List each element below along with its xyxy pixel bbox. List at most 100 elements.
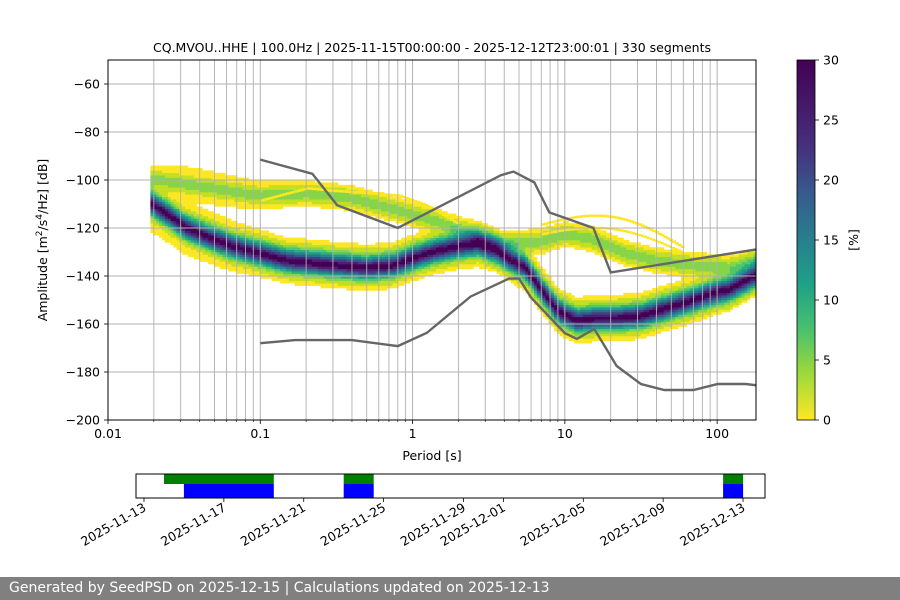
heatmap-cell [427, 254, 431, 258]
heatmap-cell [531, 261, 535, 265]
heatmap-cell [392, 244, 396, 248]
heatmap-cell [222, 240, 226, 243]
heatmap-cell [208, 228, 212, 231]
heatmap-cell [421, 230, 425, 234]
heatmap-cell [479, 247, 483, 250]
heatmap-cell [588, 307, 592, 310]
heatmap-cell [482, 223, 486, 226]
heatmap-cell [153, 172, 157, 176]
heatmap-cell [410, 261, 414, 265]
heatmap-cell [343, 278, 347, 282]
heatmap-cell [245, 201, 249, 205]
heatmap-cell [254, 201, 258, 205]
heatmap-cell [257, 196, 261, 200]
heatmap-cell [234, 252, 238, 255]
heatmap-cell [228, 256, 232, 260]
heatmap-cell [335, 266, 339, 270]
heatmap-cell [205, 177, 209, 181]
heatmap-cell [156, 184, 160, 188]
heatmap-cell [283, 254, 287, 258]
heatmap-cell [453, 261, 457, 265]
heatmap-cell [433, 254, 437, 258]
heatmap-cell [389, 283, 393, 286]
heatmap-cell [199, 189, 203, 193]
heatmap-cell [164, 192, 169, 195]
heatmap-cell [303, 268, 307, 272]
heatmap-cell [415, 244, 419, 248]
heatmap-cell [418, 247, 422, 250]
heatmap-cell [415, 232, 419, 236]
heatmap-cell [372, 208, 376, 212]
heatmap-cell [196, 189, 200, 193]
heatmap-cell [306, 184, 310, 188]
heatmap-cell [531, 276, 535, 279]
heatmap-cell [245, 259, 249, 262]
heatmap-cell [199, 213, 203, 217]
heatmap-cell [162, 220, 166, 224]
heatmap-cell [395, 285, 399, 289]
heatmap-cell [516, 285, 520, 289]
heatmap-cell [519, 283, 523, 286]
heatmap-cell [438, 228, 442, 231]
heatmap-cell [585, 321, 590, 325]
heatmap-cell [470, 220, 474, 224]
heatmap-cell [381, 252, 385, 255]
heatmap-cell [268, 276, 272, 279]
heatmap-cell [182, 235, 186, 238]
heatmap-cell [170, 211, 174, 214]
heatmap-cell [496, 264, 500, 267]
heatmap-cell [381, 273, 385, 277]
heatmap-cell [484, 223, 489, 226]
heatmap-cell [309, 196, 313, 200]
heatmap-cell [525, 240, 529, 243]
heatmap-cell [369, 206, 373, 210]
heatmap-cell [415, 220, 419, 224]
heatmap-cell [603, 324, 607, 327]
heatmap-cell [291, 194, 295, 198]
heatmap-cell [361, 261, 365, 265]
heatmap-cell [450, 216, 454, 219]
heatmap-cell [268, 240, 272, 243]
heatmap-cell [433, 244, 437, 248]
heatmap-cell [594, 319, 598, 322]
heatmap-cell [528, 230, 532, 234]
heatmap-cell [355, 264, 359, 267]
heatmap-cell [150, 201, 154, 205]
heatmap-cell [453, 244, 457, 248]
heatmap-cell [583, 326, 587, 330]
heatmap-cell [557, 237, 561, 241]
heatmap-cell [153, 184, 157, 188]
heatmap-cell [421, 273, 425, 277]
heatmap-cell [502, 232, 506, 236]
heatmap-cell [398, 254, 402, 258]
heatmap-cell [412, 244, 417, 248]
heatmap-cell [202, 189, 206, 193]
heatmap-cell [384, 201, 388, 205]
heatmap-cell [320, 206, 324, 210]
heatmap-cell [490, 256, 494, 260]
heatmap-cell [557, 247, 561, 250]
heatmap-cell [303, 237, 307, 241]
heatmap-cell [173, 177, 177, 181]
heatmap-cell [464, 225, 468, 229]
heatmap-cell [588, 249, 592, 253]
heatmap-cell [528, 240, 532, 243]
heatmap-cell [349, 261, 353, 265]
heatmap-cell [335, 182, 339, 186]
heatmap-cell [202, 230, 206, 234]
heatmap-cell [424, 259, 428, 262]
heatmap-cell [588, 309, 592, 313]
heatmap-cell [257, 228, 261, 231]
heatmap-cell [366, 247, 370, 250]
heatmap-cell [167, 204, 171, 207]
heatmap-cell [407, 268, 411, 272]
heatmap-cell [441, 254, 445, 258]
heatmap-cell [159, 170, 163, 174]
heatmap-cell [363, 285, 367, 289]
heatmap-cell [228, 218, 232, 222]
heatmap-cell [626, 326, 630, 330]
heatmap-cell [164, 170, 169, 174]
heatmap-cell [326, 187, 330, 190]
heatmap-cell [632, 312, 636, 315]
heatmap-cell [487, 240, 491, 243]
